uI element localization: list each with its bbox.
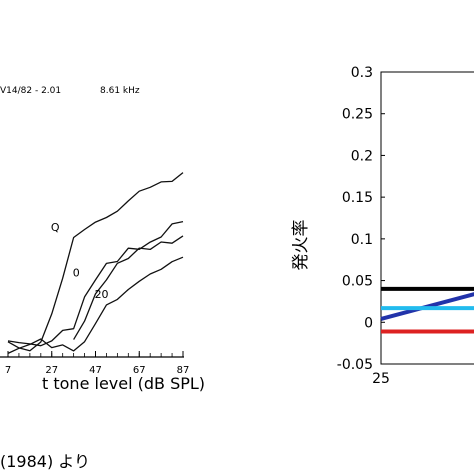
right-y-tick-2: 0.2 [351, 148, 385, 164]
right-y-axis-label: 発火率 [291, 220, 311, 271]
right-y-tick-label: 0.1 [351, 232, 373, 248]
left-chart: V14/82 - 2.01 8.61 kHz 7 27 47 67 87 Q 0 20 t … [0, 86, 205, 471]
right-y-tick-4: 0.1 [351, 232, 385, 248]
citation-text: (1984) より [0, 452, 90, 471]
right-series-group [380, 286, 474, 334]
right-chart: 発火率 0.3 0.25 0.2 0.15 0.1 0.05 0 -0.05 25 [291, 65, 474, 387]
right-x-tick-label-0: 25 [372, 371, 390, 387]
left-chart-header-frequency: 8.61 kHz [100, 86, 140, 96]
left-x-tick-label: 47 [89, 365, 102, 376]
right-y-tick-label: 0.2 [351, 148, 373, 164]
left-x-tick-label: 7 [5, 365, 11, 376]
right-y-tick-6: 0 [364, 315, 385, 331]
left-series-label-20: 20 [95, 288, 109, 301]
right-y-tick-label: 0.25 [342, 107, 373, 123]
left-series-line-unlabeled [73, 235, 184, 340]
left-x-tick-label: 67 [133, 365, 146, 376]
right-plot-frame [380, 71, 474, 365]
left-series-label-0: 0 [73, 267, 80, 280]
right-y-tick-label: -0.05 [337, 357, 373, 373]
right-y-tick-5: 0.05 [342, 274, 385, 290]
left-x-ticks: 7 27 47 67 87 [5, 351, 190, 376]
left-chart-header-code: V14/82 - 2.01 [0, 86, 61, 96]
left-series-line-0 [7, 220, 184, 347]
right-y-ticks: 0.3 0.25 0.2 0.15 0.1 0.05 0 -0.05 [337, 65, 385, 373]
left-series-group [7, 172, 184, 354]
left-series-label-Q: Q [51, 221, 60, 234]
left-series-line-20 [7, 256, 184, 354]
right-y-tick-0: 0.3 [351, 65, 385, 81]
right-y-tick-label: 0.05 [342, 274, 373, 290]
right-y-tick-label: 0.15 [342, 190, 373, 206]
left-x-tick-label: 87 [177, 365, 190, 376]
right-series-line-1 [380, 292, 474, 321]
right-y-tick-3: 0.15 [342, 190, 385, 206]
left-series-labels: Q 0 20 [51, 221, 109, 301]
left-x-tick-label: 27 [45, 365, 58, 376]
left-x-axis-label: t tone level (dB SPL) [42, 374, 205, 393]
right-y-tick-label: 0.3 [351, 65, 373, 81]
right-y-tick-label: 0 [364, 315, 373, 331]
right-x-ticks: 25 [372, 371, 390, 387]
right-y-tick-1: 0.25 [342, 107, 385, 123]
